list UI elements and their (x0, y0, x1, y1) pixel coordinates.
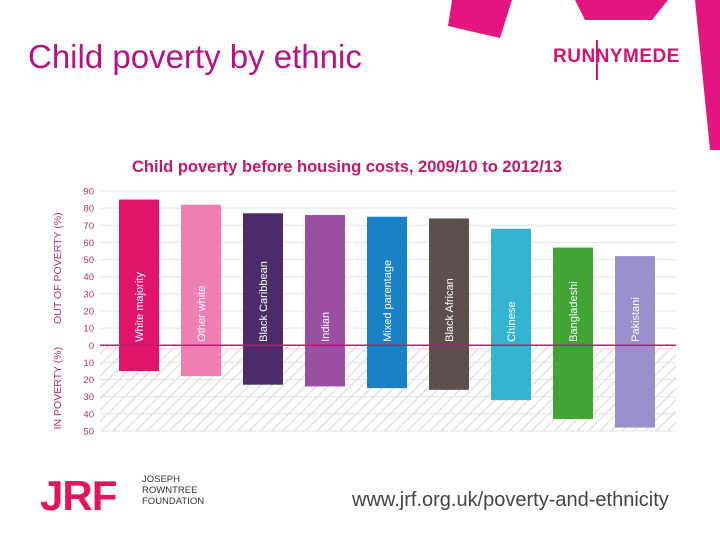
y-tick-label: 40 (83, 272, 94, 283)
bar-label: Bangladeshi (568, 281, 580, 342)
bar-white-majority (119, 199, 159, 371)
y-tick-label: 20 (83, 375, 94, 386)
bar-chinese (491, 228, 531, 401)
bar-label: Black African (444, 278, 456, 342)
bar-black-african (429, 218, 469, 390)
jrf-name-line3: FOUNDATION (142, 496, 205, 507)
y-tick-label: 50 (83, 427, 94, 438)
y-tick-label: 0 (89, 341, 94, 352)
y-axis-label-in: IN POVERTY (%) (52, 347, 64, 429)
slide-title: Child poverty by ethnic (28, 38, 362, 75)
chart: Child poverty before housing costs, 2009… (52, 158, 676, 438)
decorative-shape-edge (695, 0, 720, 150)
bar-label: Chinese (506, 301, 518, 341)
bar-label: White majority (134, 272, 146, 342)
bar-pakistani (615, 256, 655, 428)
y-axis-ticks: 90 80 70 60 50 40 30 20 10 0 10 20 30 40 50 (83, 187, 94, 438)
runnymede-logo-bar (596, 40, 598, 80)
decorative-shape-left (448, 0, 512, 38)
footer-url: www.jrf.org.uk/poverty-and-ethnicity (352, 489, 669, 511)
y-tick-label: 40 (83, 409, 94, 420)
y-tick-label: 50 (83, 255, 94, 266)
bar-other-white (181, 204, 221, 377)
y-tick-label: 10 (83, 324, 94, 335)
y-tick-label: 30 (83, 392, 94, 403)
bar-labels: White majority Other white Black Caribbean… (134, 260, 642, 342)
bar-indian (305, 215, 345, 387)
chart-bars (119, 199, 655, 428)
jrf-name: JOSEPH ROWNTREE FOUNDATION (142, 474, 204, 507)
bar-label: Black Caribbean (258, 261, 270, 342)
y-tick-label: 60 (83, 238, 94, 249)
jrf-name-line1: JOSEPH (142, 474, 181, 485)
chart-title: Child poverty before housing costs, 2009… (132, 158, 562, 176)
bar-bangladeshi (553, 247, 593, 419)
bar-label: Pakistani (630, 297, 642, 342)
runnymede-logo: RUNNYMEDE (553, 46, 680, 67)
bar-label: Indian (320, 312, 332, 342)
decorative-shapes (448, 0, 720, 150)
jrf-logo: JRF (40, 472, 117, 519)
y-tick-label: 90 (83, 187, 94, 198)
y-tick-label: 10 (83, 358, 94, 369)
decorative-shape-right (575, 0, 668, 20)
y-tick-label: 70 (83, 221, 94, 232)
y-tick-label: 20 (83, 307, 94, 318)
jrf-name-line2: ROWNTREE (142, 485, 198, 496)
y-axis-label-out: OUT OF POVERTY (%) (52, 212, 64, 323)
bar-black-caribbean (243, 213, 283, 385)
bar-mixed-parentage (367, 216, 407, 389)
y-tick-label: 30 (83, 289, 94, 300)
bar-label: Mixed parentage (382, 260, 394, 342)
y-tick-label: 80 (83, 204, 94, 215)
bar-label: Other white (196, 286, 208, 342)
